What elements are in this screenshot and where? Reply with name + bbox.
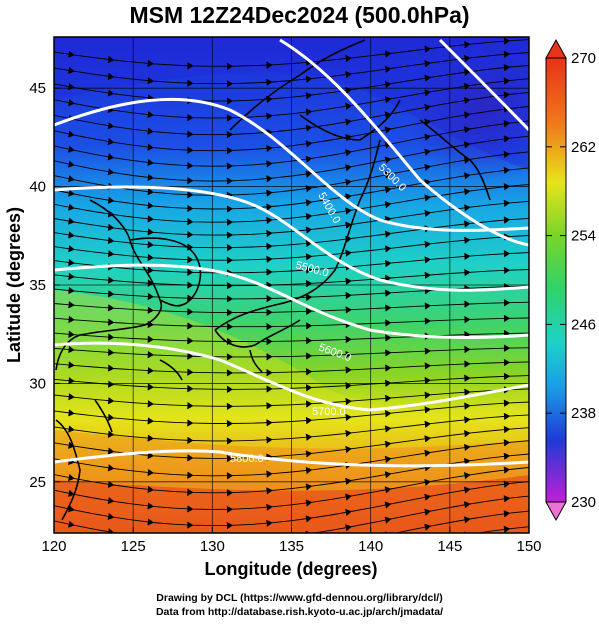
streamline-arrowhead <box>424 539 430 545</box>
contour-label-5700: 5700.0 <box>312 406 346 418</box>
x-axis-label: Longitude (degrees) <box>204 559 377 579</box>
streamline-arrowhead <box>148 549 153 555</box>
contour-label-5800: 5800.0 <box>230 453 264 465</box>
streamline-arrowhead <box>187 538 192 544</box>
streamline-arrowhead <box>68 536 74 542</box>
credit-drawing: Drawing by DCL (https://www.gfd-dennou.o… <box>156 592 443 604</box>
colorbar-tick-label: 262 <box>571 139 596 156</box>
y-tick-label: 30 <box>29 375 46 392</box>
y-tick-label: 45 <box>29 80 46 97</box>
colorbar-tick-label: 246 <box>571 316 596 333</box>
streamline-arrowhead <box>266 536 271 542</box>
contour-5600 <box>54 263 529 339</box>
contour-5400 <box>54 97 529 232</box>
contour-5700 <box>54 341 529 412</box>
contour-5300 <box>279 38 529 247</box>
streamline-arrowhead <box>108 558 114 564</box>
colorbar-tick-label: 238 <box>571 405 596 422</box>
height-contours <box>54 38 529 468</box>
streamline-arrowhead <box>385 547 391 553</box>
y-axis-label: Latitude (degrees) <box>4 207 24 363</box>
x-tick-label: 120 <box>41 538 66 555</box>
streamline-arrowhead <box>306 546 312 552</box>
colorbar-tick-label: 230 <box>571 494 596 511</box>
streamline-arrowhead <box>266 551 271 557</box>
y-tick-label: 35 <box>29 277 46 294</box>
x-tick-label: 125 <box>121 538 146 555</box>
credit-data-source: Data from http://database.rish.kyoto-u.a… <box>155 606 444 618</box>
streamline-arrowhead <box>187 567 192 573</box>
colorbar: 270 262 254 246 238 230 <box>545 38 596 522</box>
x-tick-label: 140 <box>358 538 383 555</box>
contour-5800 <box>54 449 529 468</box>
streamline-arrowhead <box>148 534 153 540</box>
streamline-arrowhead <box>227 538 232 544</box>
x-tick-label: 150 <box>516 538 541 555</box>
y-tick-label: 25 <box>29 474 46 491</box>
contour-5500 <box>54 185 529 292</box>
colorbar-tick-label: 254 <box>571 228 596 245</box>
x-axis-ticks: 120 125 130 135 140 145 150 <box>41 527 542 555</box>
colorbar-tick-label: 270 <box>571 50 596 67</box>
streamline-arrowhead <box>187 553 192 559</box>
x-tick-label: 130 <box>200 538 225 555</box>
y-tick-label: 40 <box>29 179 46 196</box>
streamline-arrowhead <box>148 564 153 570</box>
x-tick-label: 135 <box>279 538 304 555</box>
x-tick-label: 145 <box>437 538 462 555</box>
contour-5300b <box>438 38 529 132</box>
streamline-arrowhead <box>68 551 74 557</box>
streamline-arrowhead <box>345 540 351 546</box>
streamline-arrowhead <box>108 544 114 550</box>
map-title: MSM 12Z24Dec2024 (500.0hPa) <box>129 2 470 28</box>
y-axis-ticks: 25 30 35 40 45 <box>29 80 60 491</box>
